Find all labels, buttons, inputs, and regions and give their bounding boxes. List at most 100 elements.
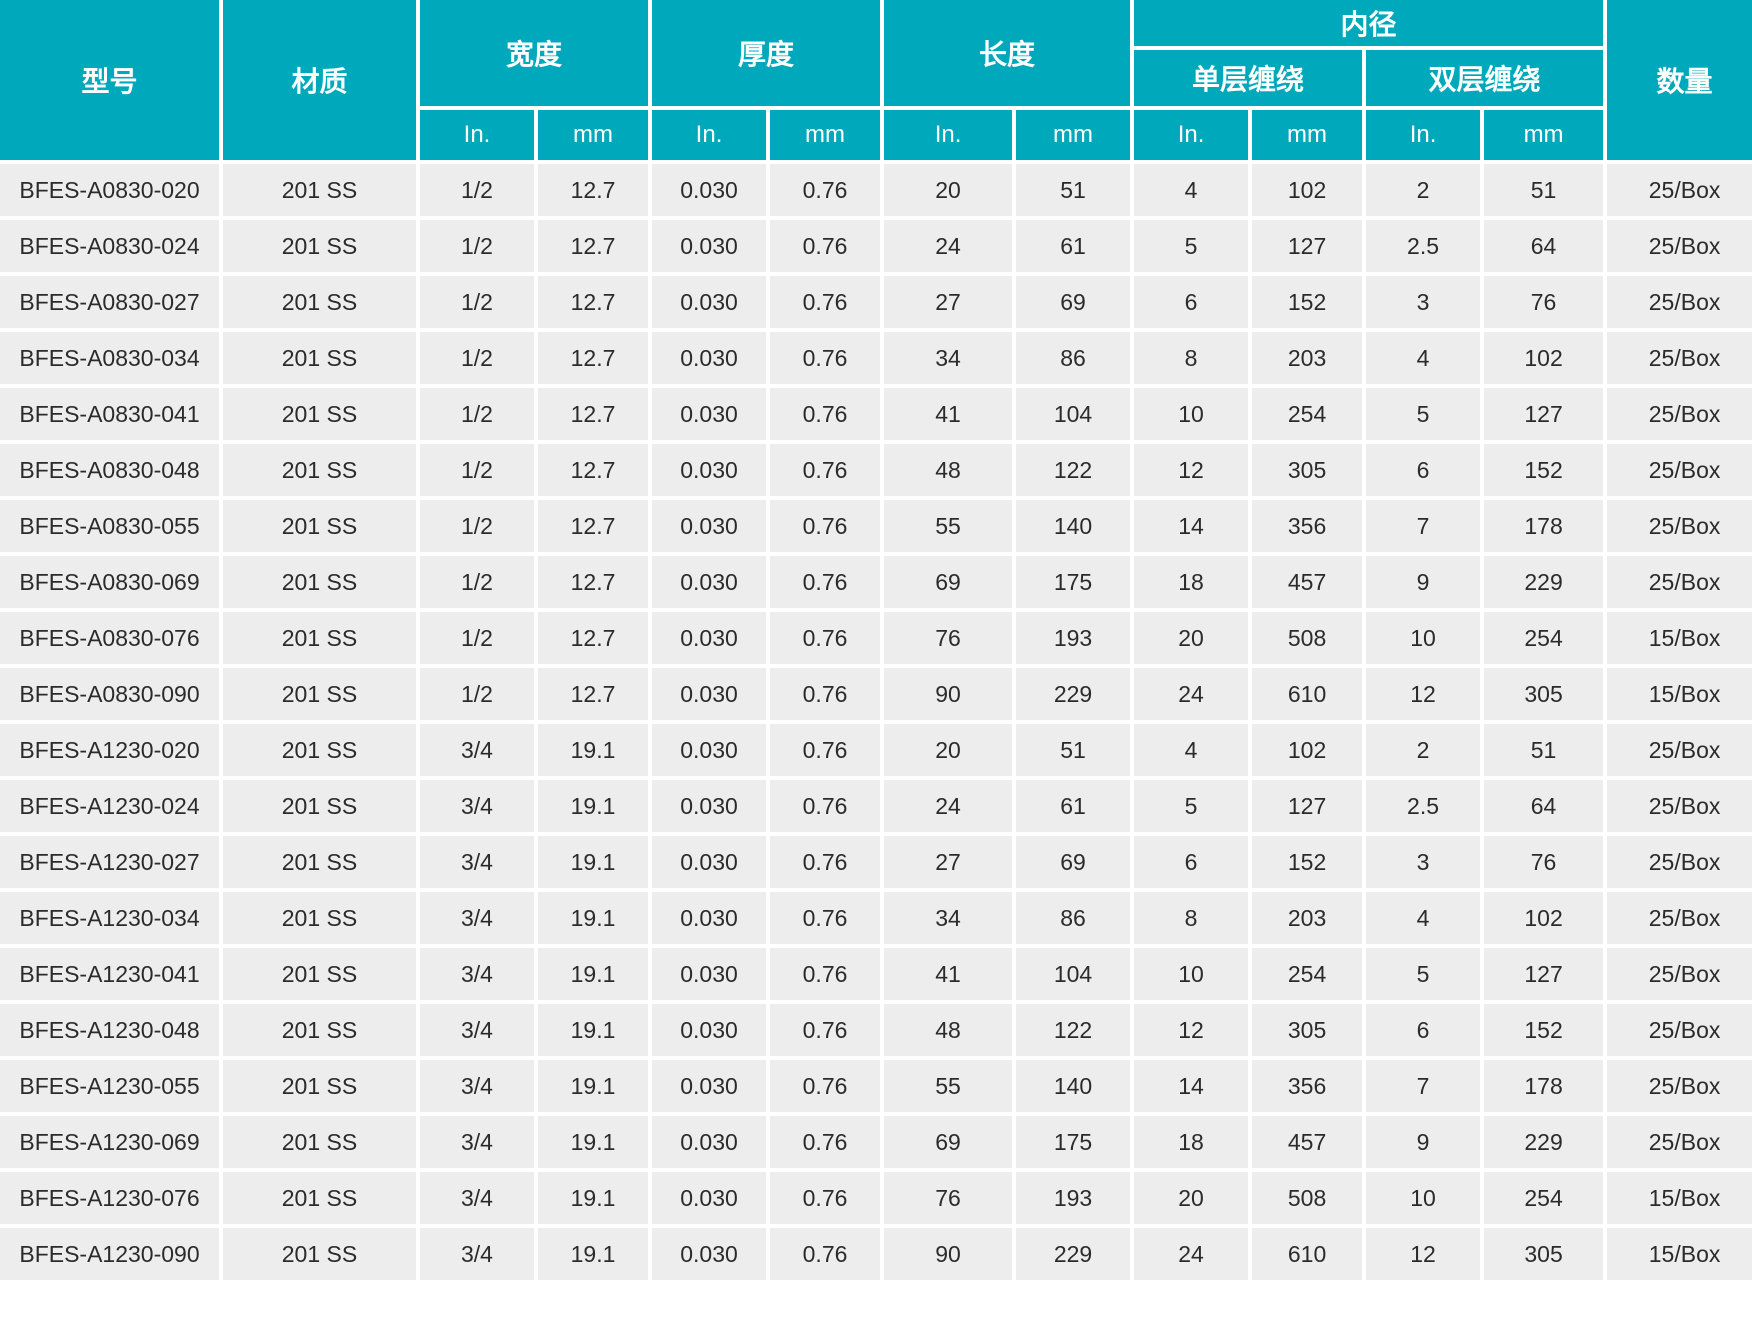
cell-single-wrap-in: 12 [1134,1004,1249,1056]
cell-model: BFES-A1230-069 [0,1116,219,1168]
cell-double-wrap-mm: 178 [1484,1060,1604,1112]
unit-header-thickness-in: In. [652,110,767,160]
cell-width-mm: 19.1 [538,1060,649,1112]
cell-single-wrap-mm: 254 [1252,948,1363,1000]
header-row-wrap-types: 单层缠绕 双层缠绕 [0,50,1752,106]
cell-single-wrap-in: 14 [1134,500,1249,552]
cell-single-wrap-mm: 610 [1252,668,1363,720]
cell-material: 201 SS [223,612,416,664]
cell-single-wrap-in: 20 [1134,612,1249,664]
col-header-thickness: 厚度 [652,0,881,106]
cell-thickness-mm: 0.76 [770,836,881,888]
cell-double-wrap-in: 2 [1366,164,1481,216]
cell-length-mm: 61 [1016,220,1131,272]
cell-model: BFES-A0830-024 [0,220,219,272]
cell-model: BFES-A1230-090 [0,1228,219,1280]
cell-length-in: 48 [884,444,1013,496]
cell-thickness-mm: 0.76 [770,892,881,944]
cell-double-wrap-mm: 254 [1484,612,1604,664]
table-row: BFES-A0830-027 201 SS 1/2 12.7 0.030 0.76 27 69… [0,276,1752,328]
cell-length-in: 20 [884,724,1013,776]
cell-thickness-mm: 0.76 [770,1060,881,1112]
cell-width-in: 3/4 [420,1172,534,1224]
cell-single-wrap-mm: 457 [1252,1116,1363,1168]
cell-thickness-mm: 0.76 [770,444,881,496]
cell-width-mm: 19.1 [538,1116,649,1168]
cell-length-mm: 140 [1016,1060,1131,1112]
cell-model: BFES-A0830-055 [0,500,219,552]
cell-thickness-mm: 0.76 [770,1116,881,1168]
cell-thickness-in: 0.030 [652,388,767,440]
table-row: BFES-A0830-048 201 SS 1/2 12.7 0.030 0.76 48 12… [0,444,1752,496]
cell-model: BFES-A1230-024 [0,780,219,832]
table-row: BFES-A0830-055 201 SS 1/2 12.7 0.030 0.76 55 14… [0,500,1752,552]
cell-material: 201 SS [223,444,416,496]
cell-width-in: 1/2 [420,668,534,720]
cell-thickness-in: 0.030 [652,332,767,384]
unit-header-length-in: In. [884,110,1013,160]
table-row: BFES-A1230-048 201 SS 3/4 19.1 0.030 0.76 48 12… [0,1004,1752,1056]
cell-single-wrap-in: 18 [1134,556,1249,608]
cell-length-in: 24 [884,780,1013,832]
cell-width-mm: 19.1 [538,1172,649,1224]
cell-double-wrap-in: 12 [1366,1228,1481,1280]
cell-width-in: 3/4 [420,724,534,776]
cell-length-in: 24 [884,220,1013,272]
cell-double-wrap-in: 9 [1366,556,1481,608]
cell-length-mm: 51 [1016,724,1131,776]
cell-single-wrap-mm: 356 [1252,500,1363,552]
cell-single-wrap-mm: 254 [1252,388,1363,440]
cell-length-mm: 122 [1016,444,1131,496]
cell-width-in: 1/2 [420,612,534,664]
cell-thickness-in: 0.030 [652,1004,767,1056]
cell-double-wrap-mm: 305 [1484,668,1604,720]
cell-width-in: 1/2 [420,500,534,552]
cell-quantity: 25/Box [1607,444,1752,496]
cell-material: 201 SS [223,1004,416,1056]
col-header-single-wrap: 单层缠绕 [1134,50,1363,106]
cell-width-mm: 19.1 [538,780,649,832]
cell-quantity: 25/Box [1607,1004,1752,1056]
cell-thickness-in: 0.030 [652,276,767,328]
cell-quantity: 25/Box [1607,892,1752,944]
cell-width-mm: 19.1 [538,1228,649,1280]
cell-single-wrap-in: 6 [1134,836,1249,888]
cell-single-wrap-in: 4 [1134,724,1249,776]
cell-quantity: 25/Box [1607,500,1752,552]
cell-double-wrap-in: 10 [1366,1172,1481,1224]
cell-single-wrap-in: 24 [1134,668,1249,720]
cell-width-mm: 19.1 [538,724,649,776]
cell-width-mm: 19.1 [538,948,649,1000]
cell-length-in: 55 [884,500,1013,552]
cell-quantity: 25/Box [1607,1060,1752,1112]
cell-material: 201 SS [223,332,416,384]
cell-width-mm: 12.7 [538,164,649,216]
table-row: BFES-A0830-024 201 SS 1/2 12.7 0.030 0.76 24 61… [0,220,1752,272]
cell-width-mm: 12.7 [538,332,649,384]
cell-double-wrap-in: 3 [1366,836,1481,888]
cell-material: 201 SS [223,388,416,440]
cell-thickness-mm: 0.76 [770,276,881,328]
cell-width-in: 1/2 [420,276,534,328]
cell-double-wrap-in: 6 [1366,444,1481,496]
cell-single-wrap-mm: 356 [1252,1060,1363,1112]
cell-width-in: 1/2 [420,332,534,384]
col-header-length: 长度 [884,0,1131,106]
cell-model: BFES-A1230-020 [0,724,219,776]
table-row: BFES-A0830-090 201 SS 1/2 12.7 0.030 0.76 90 22… [0,668,1752,720]
cell-material: 201 SS [223,164,416,216]
cell-single-wrap-mm: 305 [1252,444,1363,496]
cell-length-mm: 229 [1016,1228,1131,1280]
cell-double-wrap-in: 4 [1366,332,1481,384]
cell-width-mm: 19.1 [538,1004,649,1056]
cell-material: 201 SS [223,1116,416,1168]
cell-thickness-mm: 0.76 [770,1004,881,1056]
cell-width-in: 3/4 [420,892,534,944]
header-row-groups: 型号 材质 宽度 厚度 长度 内径 数量 [0,0,1752,160]
cell-quantity: 25/Box [1607,836,1752,888]
cell-double-wrap-in: 5 [1366,388,1481,440]
cell-double-wrap-in: 7 [1366,500,1481,552]
cell-material: 201 SS [223,724,416,776]
cell-width-in: 3/4 [420,1228,534,1280]
cell-material: 201 SS [223,556,416,608]
